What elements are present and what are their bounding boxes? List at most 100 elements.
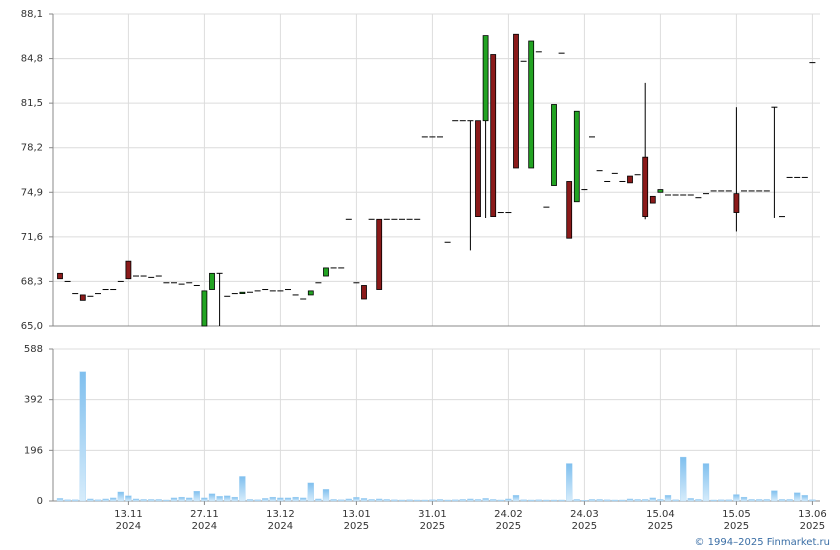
candle-body [79, 294, 86, 301]
volume-bar [786, 499, 793, 502]
x-tick-year: 2024 [268, 521, 293, 532]
y-tick-label: 588 [24, 344, 43, 355]
volume-bar [338, 499, 345, 502]
volume-bar [642, 499, 649, 502]
volume-bar [284, 497, 292, 502]
volume-bar [520, 499, 527, 502]
candle-body [475, 120, 481, 217]
volume-bar [429, 499, 436, 502]
x-tick-label: 24.03 [570, 509, 599, 520]
candle-body [657, 189, 664, 193]
x-tick-label: 27.11 [190, 509, 219, 520]
volume-bar [778, 499, 786, 502]
candle-body [642, 156, 649, 217]
volume-bar [94, 499, 102, 502]
volume-bar [216, 496, 223, 502]
volume-bar [421, 499, 428, 502]
volume-bar [771, 490, 778, 502]
volume-bar [809, 499, 816, 502]
volume-bar [756, 499, 763, 502]
volume-bar [132, 498, 140, 502]
volume-bar [626, 498, 634, 502]
volume-bar [566, 463, 573, 502]
volume-bar [246, 499, 254, 502]
candle-body [201, 290, 208, 327]
candle-body [513, 33, 519, 169]
candle-body [528, 40, 535, 169]
volume-bar [201, 497, 208, 502]
volume-bar [452, 499, 459, 502]
volume-bar [292, 496, 299, 502]
volume-bar [748, 499, 755, 502]
volume-bar [307, 482, 314, 502]
x-tick-label: 24.02 [494, 509, 523, 520]
volume-bar [581, 500, 588, 502]
candle-body [627, 175, 633, 184]
volume-bar [300, 497, 307, 502]
volume-bar [56, 498, 64, 502]
volume-bar [497, 499, 504, 502]
candle-body [490, 54, 497, 217]
volume-bar [64, 499, 71, 502]
y-tick-label: 78,2 [21, 143, 43, 154]
y-tick-label: 65,0 [21, 321, 43, 332]
volume-bar [558, 499, 565, 502]
x-tick-year: 2025 [572, 521, 597, 532]
volume-bar [512, 495, 520, 502]
volume-bar [657, 499, 664, 502]
volume-bar [604, 499, 611, 502]
candle-body [361, 285, 367, 300]
volume-bar [208, 493, 216, 502]
x-tick-label: 13.12 [266, 509, 295, 520]
volume-bar [353, 497, 360, 502]
volume-bar [436, 499, 444, 502]
volume-bar [718, 499, 725, 502]
y-tick-label: 0 [37, 496, 43, 507]
candle-body [482, 35, 489, 122]
candle-body [307, 290, 314, 296]
volume-bar [330, 499, 337, 502]
volume-bar [391, 499, 398, 502]
candle-body [57, 272, 63, 280]
volume-bar [315, 498, 322, 502]
volume-bar [368, 499, 375, 502]
candle-body [551, 104, 557, 186]
volume-bar [505, 498, 512, 502]
y-tick-label: 392 [24, 395, 43, 406]
y-tick-label: 74,9 [21, 187, 43, 198]
volume-bar [573, 499, 580, 502]
volume-bar [231, 496, 238, 502]
volume-bar [102, 498, 109, 502]
volume-bar [543, 499, 550, 502]
x-tick-year: 2024 [192, 521, 217, 532]
x-tick-year: 2025 [724, 521, 749, 532]
volume-bar [702, 463, 710, 502]
y-tick-label: 196 [24, 445, 43, 456]
volume-bar [695, 499, 702, 502]
candle-body [239, 291, 246, 294]
volume-bar [239, 476, 246, 502]
candle-body [733, 193, 740, 213]
volume-bar [376, 498, 383, 502]
volume-bar [193, 491, 200, 502]
volume-bar [763, 499, 770, 502]
volume-bar [186, 497, 193, 502]
volume-bar [550, 499, 558, 502]
volume-bar [619, 499, 626, 502]
volume-bar [79, 371, 86, 502]
volume-bar [155, 499, 162, 502]
candle-body [125, 260, 132, 280]
x-tick-label: 13.11 [114, 509, 143, 520]
volume-bar [140, 499, 147, 502]
volume-bar [611, 499, 618, 502]
volume-bar [254, 499, 261, 502]
x-tick-label: 15.05 [722, 509, 751, 520]
volume-bar [178, 496, 185, 502]
y-tick-label: 68,3 [21, 276, 43, 287]
y-tick-label: 81,5 [21, 98, 43, 109]
volume-bar [459, 499, 466, 502]
volume-bar [680, 456, 687, 502]
volume-bar [687, 498, 694, 502]
x-tick-label: 13.01 [342, 509, 371, 520]
